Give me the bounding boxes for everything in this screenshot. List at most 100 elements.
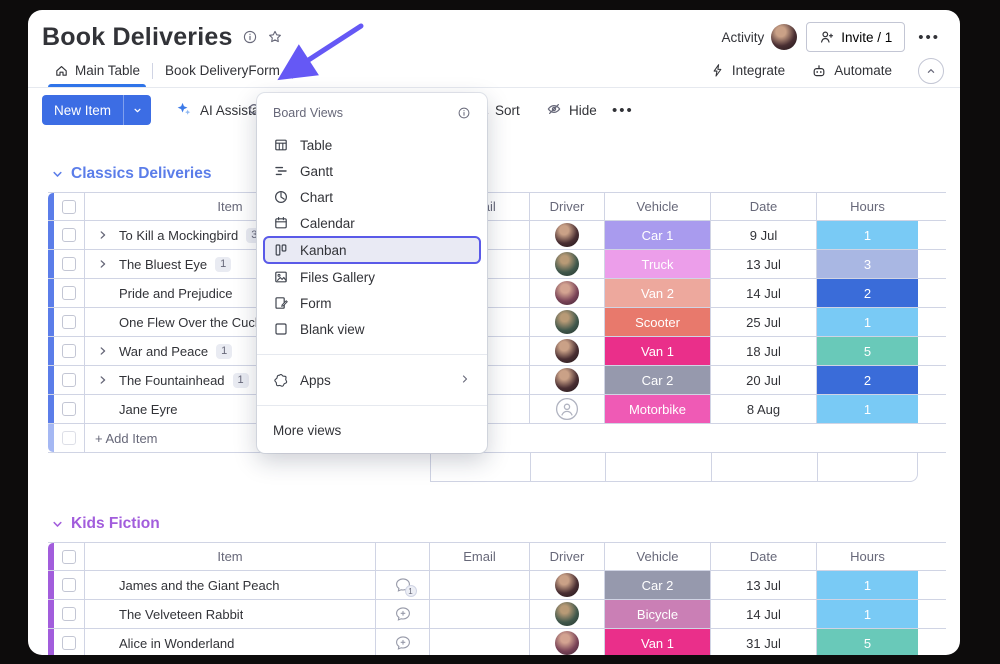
email-cell[interactable] bbox=[430, 308, 530, 336]
menu-item-more-views[interactable]: More views bbox=[273, 422, 342, 438]
row-checkbox[interactable] bbox=[54, 279, 85, 307]
row-checkbox[interactable] bbox=[54, 337, 85, 365]
menu-item-files-gallery[interactable]: Files Gallery bbox=[265, 264, 479, 290]
vehicle-cell[interactable]: Bicycle bbox=[605, 600, 711, 628]
row-checkbox[interactable] bbox=[54, 395, 85, 423]
row-checkbox[interactable] bbox=[54, 571, 85, 599]
menu-item-blank-view[interactable]: Blank view bbox=[265, 316, 479, 342]
info-icon[interactable] bbox=[242, 29, 258, 45]
add-item-row[interactable]: + Add Item bbox=[48, 424, 946, 453]
row-checkbox[interactable] bbox=[54, 221, 85, 249]
column-header-vehicle[interactable]: Vehicle bbox=[605, 193, 711, 220]
driver-cell[interactable] bbox=[530, 337, 605, 365]
date-cell[interactable]: 14 Jul bbox=[711, 279, 817, 307]
add-conversation-icon[interactable] bbox=[394, 634, 412, 652]
info-icon[interactable] bbox=[457, 106, 471, 120]
collapse-header-button[interactable] bbox=[918, 57, 944, 84]
hours-cell[interactable]: 5 bbox=[817, 629, 918, 655]
driver-cell[interactable] bbox=[530, 395, 605, 423]
driver-cell[interactable] bbox=[530, 221, 605, 249]
select-all-checkbox[interactable] bbox=[54, 543, 85, 570]
driver-cell[interactable] bbox=[530, 571, 605, 599]
chat-cell[interactable]: 1 bbox=[376, 571, 430, 599]
board-more-menu[interactable]: ••• bbox=[914, 27, 944, 48]
email-cell[interactable] bbox=[430, 600, 530, 628]
driver-cell[interactable] bbox=[530, 629, 605, 655]
add-conversation-icon[interactable] bbox=[394, 605, 412, 623]
date-cell[interactable]: 8 Aug bbox=[711, 395, 817, 423]
item-cell[interactable]: The Bluest Eye 1 bbox=[85, 250, 376, 278]
date-cell[interactable]: 13 Jul bbox=[711, 571, 817, 599]
item-cell[interactable]: Alice in Wonderland bbox=[85, 629, 376, 655]
email-cell[interactable] bbox=[430, 337, 530, 365]
menu-item-kanban[interactable]: Kanban bbox=[263, 236, 481, 264]
driver-cell[interactable] bbox=[530, 600, 605, 628]
vehicle-cell[interactable]: Van 2 bbox=[605, 279, 711, 307]
email-cell[interactable] bbox=[430, 629, 530, 655]
add-view-tab-button[interactable]: + bbox=[293, 54, 327, 87]
vehicle-cell[interactable]: Motorbike bbox=[605, 395, 711, 423]
menu-item-form[interactable]: Form bbox=[265, 290, 479, 316]
vehicle-cell[interactable]: Car 2 bbox=[605, 571, 711, 599]
hours-cell[interactable]: 2 bbox=[817, 366, 918, 394]
column-header-driver[interactable]: Driver bbox=[530, 193, 605, 220]
row-checkbox[interactable] bbox=[54, 600, 85, 628]
column-header-vehicle[interactable]: Vehicle bbox=[605, 543, 711, 570]
column-header-email[interactable]: Email bbox=[430, 543, 530, 570]
hide-button[interactable]: Hide bbox=[546, 88, 597, 132]
column-header-date[interactable]: Date bbox=[711, 193, 817, 220]
column-header-driver[interactable]: Driver bbox=[530, 543, 605, 570]
row-checkbox[interactable] bbox=[54, 629, 85, 655]
tab-book-deliveryform[interactable]: Book DeliveryForm bbox=[153, 54, 292, 87]
column-header-hours[interactable]: Hours bbox=[850, 549, 885, 564]
item-cell[interactable]: The Velveteen Rabbit bbox=[85, 600, 376, 628]
expand-icon[interactable] bbox=[96, 257, 110, 271]
driver-cell[interactable] bbox=[530, 366, 605, 394]
invite-button[interactable]: Invite / 1 bbox=[806, 22, 906, 52]
column-header-item[interactable]: Item bbox=[85, 543, 376, 570]
email-cell[interactable] bbox=[430, 221, 530, 249]
date-cell[interactable]: 18 Jul bbox=[711, 337, 817, 365]
select-all-checkbox[interactable] bbox=[54, 193, 85, 220]
email-cell[interactable] bbox=[430, 366, 530, 394]
new-item-button[interactable]: New Item bbox=[42, 95, 152, 125]
expand-icon[interactable] bbox=[96, 228, 110, 242]
driver-cell[interactable] bbox=[530, 279, 605, 307]
row-checkbox[interactable] bbox=[54, 366, 85, 394]
date-cell[interactable]: 31 Jul bbox=[711, 629, 817, 655]
vehicle-cell[interactable]: Scooter bbox=[605, 308, 711, 336]
date-cell[interactable]: 9 Jul bbox=[711, 221, 817, 249]
item-cell[interactable]: James and the Giant Peach bbox=[85, 571, 376, 599]
menu-item-chart[interactable]: Chart bbox=[265, 184, 479, 210]
vehicle-cell[interactable]: Truck bbox=[605, 250, 711, 278]
hours-cell[interactable]: 2 bbox=[817, 279, 918, 307]
hours-cell[interactable]: 3 bbox=[817, 250, 918, 278]
vehicle-cell[interactable]: Van 1 bbox=[605, 629, 711, 655]
add-item-label[interactable]: + Add Item bbox=[95, 430, 158, 446]
column-header-hours[interactable]: Hours bbox=[850, 199, 885, 214]
new-item-dropdown[interactable] bbox=[123, 95, 151, 125]
automate-button[interactable]: Automate bbox=[811, 63, 892, 79]
menu-item-calendar[interactable]: Calendar bbox=[265, 210, 479, 236]
driver-cell[interactable] bbox=[530, 308, 605, 336]
column-header-date[interactable]: Date bbox=[711, 543, 817, 570]
hours-cell[interactable]: 1 bbox=[817, 308, 918, 336]
vehicle-cell[interactable]: Car 2 bbox=[605, 366, 711, 394]
date-cell[interactable]: 20 Jul bbox=[711, 366, 817, 394]
toolbar-more-menu[interactable]: ••• bbox=[608, 88, 638, 132]
vehicle-cell[interactable]: Car 1 bbox=[605, 221, 711, 249]
email-cell[interactable] bbox=[430, 250, 530, 278]
integrate-button[interactable]: Integrate bbox=[710, 63, 785, 78]
hours-cell[interactable]: 1 bbox=[817, 221, 918, 249]
group-title-classics[interactable]: Classics Deliveries bbox=[50, 162, 960, 186]
chat-cell[interactable] bbox=[376, 600, 430, 628]
menu-item-apps[interactable]: Apps bbox=[265, 367, 479, 393]
tab-main-table[interactable]: Main Table bbox=[42, 54, 152, 87]
driver-cell[interactable] bbox=[530, 250, 605, 278]
row-checkbox[interactable] bbox=[54, 250, 85, 278]
hours-cell[interactable]: 1 bbox=[817, 600, 918, 628]
menu-item-table[interactable]: Table bbox=[265, 132, 479, 158]
date-cell[interactable]: 25 Jul bbox=[711, 308, 817, 336]
date-cell[interactable]: 14 Jul bbox=[711, 600, 817, 628]
email-cell[interactable] bbox=[430, 395, 530, 423]
